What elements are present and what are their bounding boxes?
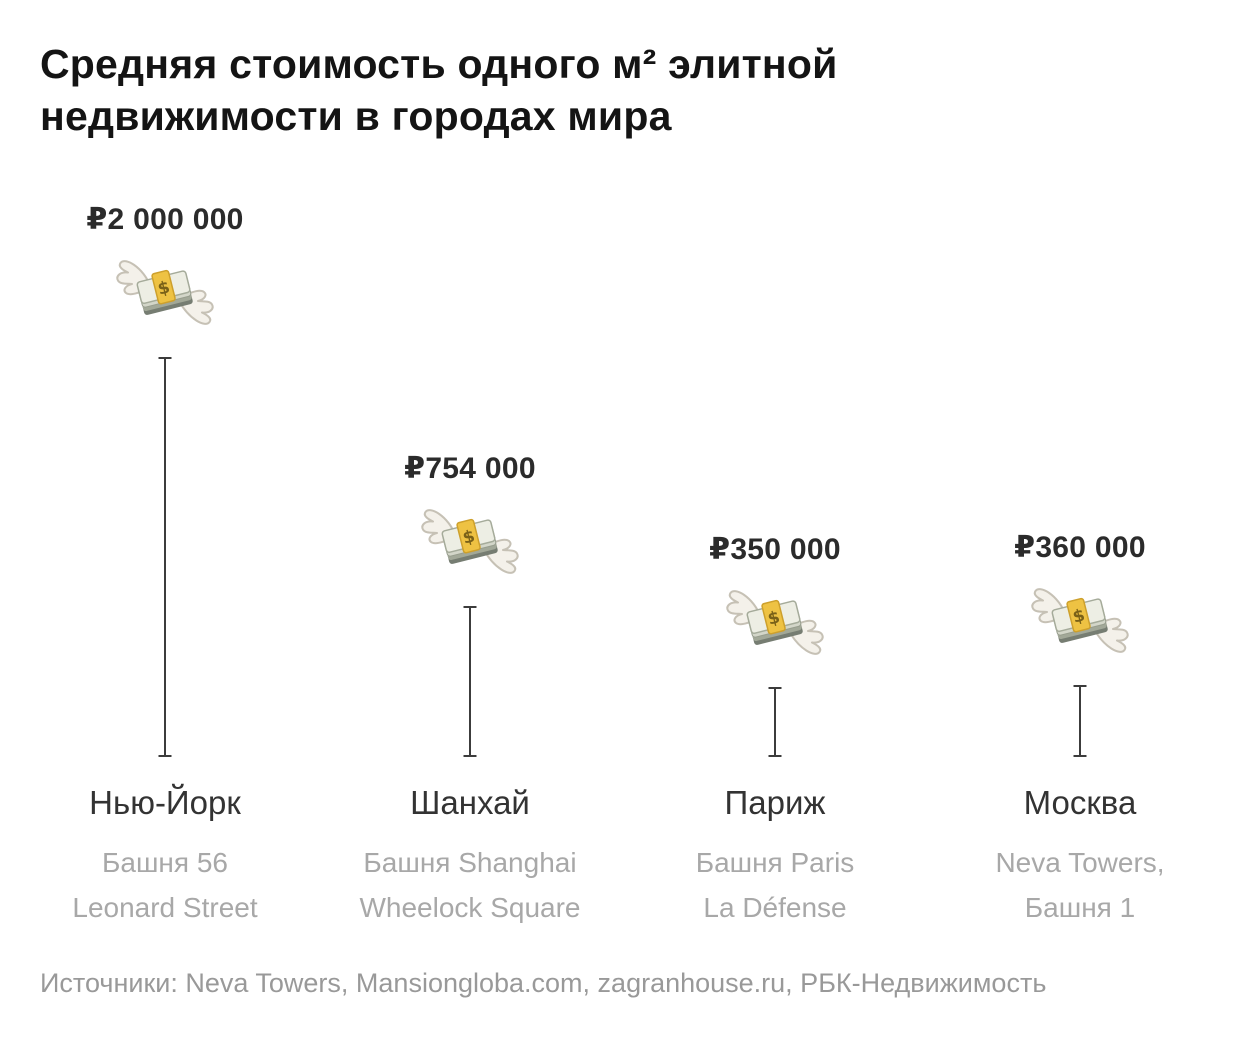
- city-label: Шанхай: [410, 784, 530, 821]
- page-title: Средняя стоимость одного м² элитной недв…: [40, 41, 838, 140]
- subtitle-line-2: Башня 1: [1024, 892, 1136, 924]
- city-label: Париж: [724, 784, 826, 821]
- value-label: ₽350 000: [709, 533, 841, 566]
- city-label: Москва: [1023, 784, 1137, 821]
- stem: [469, 606, 471, 757]
- subtitle-line-1: Башня Paris: [695, 847, 855, 878]
- column-stack: ₽360 000: [930, 530, 1230, 757]
- chart-column-new-york: ₽2 000 000 Нью-Йорк Башня 56 Leonard Stre…: [15, 0, 315, 1040]
- money-with-wings-icon: [116, 260, 214, 325]
- city-subtitle: Башня Paris La Défense: [605, 840, 945, 931]
- value-label: ₽2 000 000: [86, 203, 244, 236]
- chart-column-moscow: ₽360 000 Москва Neva Towers, Башня 1: [930, 0, 1230, 1040]
- stem: [1079, 685, 1081, 757]
- column-labels: Нью-Йорк Башня 56 Leonard Street: [0, 784, 335, 931]
- subtitle-line-1: Башня Shanghai: [363, 847, 577, 878]
- chart-column-paris: ₽350 000 Париж Башня Paris La Défense: [625, 0, 925, 1040]
- column-labels: Шанхай Башня Shanghai Wheelock Square: [300, 784, 640, 931]
- city-subtitle: Башня 56 Leonard Street: [0, 840, 335, 931]
- city-subtitle: Neva Towers, Башня 1: [910, 840, 1240, 931]
- value-label: ₽754 000: [404, 452, 536, 485]
- city-subtitle: Башня Shanghai Wheelock Square: [300, 840, 640, 931]
- column-labels: Париж Башня Paris La Défense: [605, 784, 945, 931]
- subtitle-line-1: Башня 56: [102, 847, 228, 878]
- column-stack: ₽350 000: [625, 532, 925, 757]
- money-with-wings-icon: [726, 590, 824, 655]
- money-with-wings-icon: [421, 509, 519, 574]
- money-with-wings-icon: [1031, 588, 1129, 653]
- sources-note: Источники: Neva Towers, Mansiongloba.com…: [40, 968, 1047, 998]
- column-stack: ₽754 000: [320, 451, 620, 757]
- value-label: ₽360 000: [1014, 531, 1146, 564]
- chart-column-shanghai: ₽754 000 Шанхай Башня Shanghai Wheelock S…: [320, 0, 620, 1040]
- subtitle-line-2: La Défense: [703, 892, 847, 924]
- column-labels: Москва Neva Towers, Башня 1: [910, 784, 1240, 931]
- stem: [164, 357, 166, 757]
- subtitle-line-2: Wheelock Square: [359, 892, 581, 924]
- subtitle-line-1: Neva Towers,: [995, 847, 1165, 878]
- column-stack: ₽2 000 000: [15, 202, 315, 757]
- city-label: Нью-Йорк: [89, 784, 241, 821]
- subtitle-line-2: Leonard Street: [72, 892, 258, 924]
- stem: [774, 687, 776, 757]
